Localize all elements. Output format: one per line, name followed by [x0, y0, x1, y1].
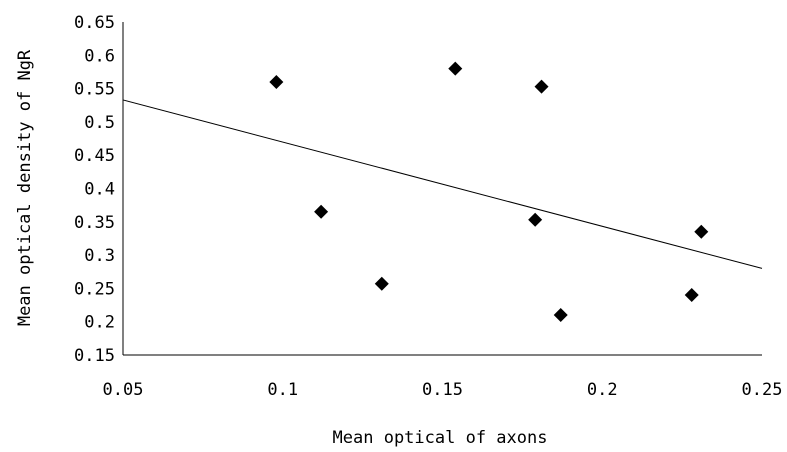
data-point — [553, 308, 568, 323]
y-tick-label: 0.3 — [84, 246, 115, 266]
y-tick-label: 0.45 — [74, 146, 115, 166]
y-tick-label: 0.35 — [74, 213, 115, 233]
y-tick-label: 0.4 — [84, 180, 115, 200]
x-tick-label: 0.1 — [267, 380, 298, 400]
data-point — [448, 61, 463, 76]
data-point — [528, 212, 543, 227]
x-axis-title: Mean optical of axons — [333, 428, 548, 448]
y-tick-label: 0.65 — [74, 13, 115, 33]
x-tick-label: 0.15 — [422, 380, 463, 400]
y-tick-label: 0.15 — [74, 346, 115, 366]
data-point — [374, 276, 389, 291]
x-tick-label: 0.25 — [742, 380, 783, 400]
y-tick-label: 0.2 — [84, 313, 115, 333]
y-tick-label: 0.55 — [74, 80, 115, 100]
data-point — [314, 204, 329, 219]
data-point — [694, 224, 709, 239]
x-tick-label: 0.05 — [103, 380, 144, 400]
data-point — [684, 288, 699, 303]
y-tick-label: 0.6 — [84, 46, 115, 66]
data-point — [269, 74, 284, 89]
trend-line — [122, 99, 763, 269]
data-point — [534, 79, 549, 94]
y-axis-tick-labels: 0.65 0.6 0.55 0.5 0.45 0.4 0.35 0.3 0.25 0.2 0.15 — [74, 13, 115, 366]
x-tick-label: 0.2 — [587, 380, 618, 400]
y-axis-title: Mean optical density of NgR — [15, 49, 35, 326]
data-points — [269, 61, 709, 323]
y-tick-label: 0.25 — [74, 279, 115, 299]
x-axis-tick-labels: 0.05 0.1 0.15 0.2 0.25 — [103, 380, 783, 400]
y-tick-label: 0.5 — [84, 113, 115, 133]
